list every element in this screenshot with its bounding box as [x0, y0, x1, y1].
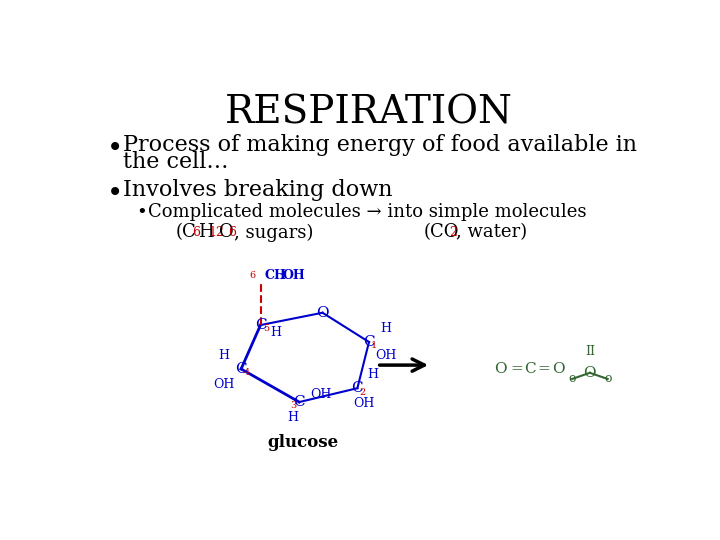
Text: H: H — [287, 411, 299, 424]
Text: , water): , water) — [456, 224, 527, 241]
Text: O: O — [584, 366, 596, 380]
Text: H: H — [367, 368, 379, 381]
Text: H: H — [219, 349, 230, 362]
Text: 5: 5 — [263, 325, 269, 333]
Text: C: C — [294, 395, 305, 409]
Text: O: O — [219, 224, 233, 241]
Text: OH: OH — [353, 397, 374, 410]
Text: RESPIRATION: RESPIRATION — [225, 94, 513, 131]
Text: (CO: (CO — [423, 224, 459, 241]
Text: o: o — [604, 373, 611, 386]
Text: •: • — [137, 204, 148, 221]
Text: 2: 2 — [279, 273, 285, 281]
Text: C: C — [255, 318, 266, 332]
Text: O: O — [552, 362, 564, 376]
Text: o: o — [568, 373, 576, 386]
Text: •: • — [107, 179, 123, 207]
Text: 2: 2 — [449, 226, 457, 240]
Text: Process of making energy of food available in: Process of making energy of food availab… — [122, 134, 636, 156]
Text: O: O — [495, 362, 507, 376]
Text: glucose: glucose — [268, 434, 338, 450]
Text: C: C — [351, 381, 363, 395]
Text: (C: (C — [175, 224, 196, 241]
Text: Involves breaking down: Involves breaking down — [122, 179, 392, 201]
Text: 12: 12 — [209, 226, 225, 240]
Text: 6: 6 — [250, 271, 256, 280]
Text: =: = — [510, 362, 523, 376]
Text: =: = — [538, 362, 551, 376]
Text: H: H — [271, 326, 282, 339]
Text: the cell…: the cell… — [122, 151, 228, 173]
Text: •: • — [107, 134, 123, 162]
Text: C: C — [235, 362, 247, 376]
Text: 1: 1 — [372, 341, 377, 350]
Text: 2: 2 — [360, 388, 366, 396]
Text: 6: 6 — [192, 226, 200, 240]
Text: OH: OH — [213, 378, 235, 391]
Text: H: H — [381, 322, 392, 335]
Text: II: II — [585, 345, 595, 357]
Text: CH: CH — [264, 268, 287, 281]
Text: Complicated molecules → into simple molecules: Complicated molecules → into simple mole… — [148, 204, 587, 221]
Text: OH: OH — [310, 388, 332, 401]
Text: O: O — [316, 306, 329, 320]
Text: H: H — [199, 224, 214, 241]
Text: C: C — [363, 335, 375, 349]
Text: 3: 3 — [291, 401, 297, 410]
Text: 6: 6 — [228, 226, 236, 240]
Text: 4: 4 — [243, 368, 250, 377]
Text: , sugars): , sugars) — [234, 224, 313, 242]
Text: C: C — [524, 362, 536, 376]
Text: OH: OH — [283, 268, 306, 281]
Text: OH: OH — [375, 349, 397, 362]
